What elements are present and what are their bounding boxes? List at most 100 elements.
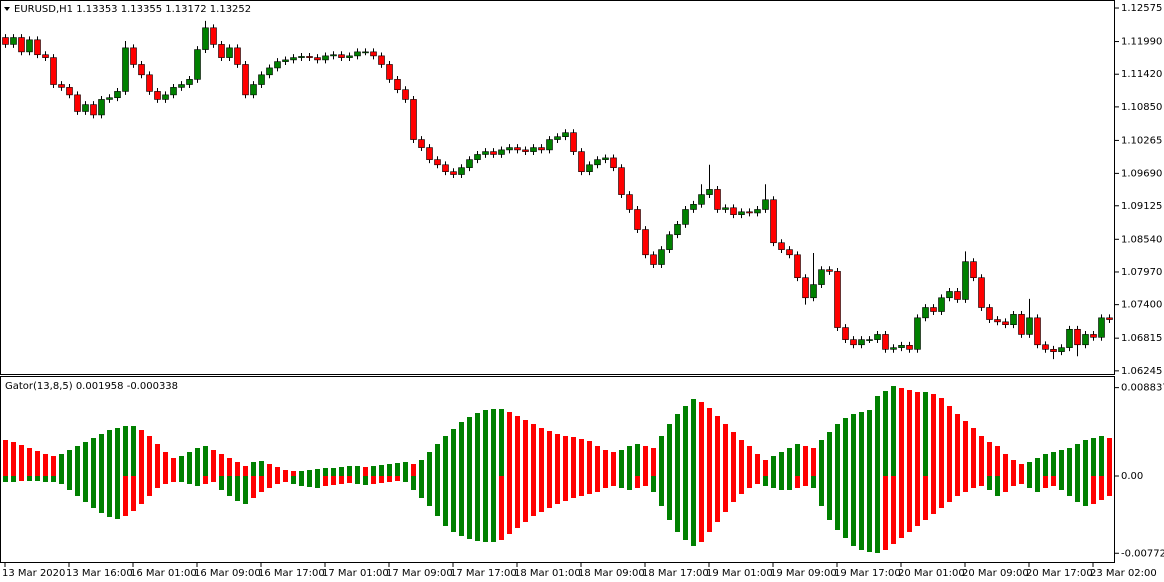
candle-body (1090, 334, 1097, 338)
candle-body (922, 307, 929, 319)
gator-bar (3, 476, 8, 482)
x-tick-label: 17 Mar 09:00 (386, 568, 453, 579)
gator-bar (547, 476, 552, 508)
x-tick-label: 18 Mar 09:00 (578, 568, 645, 579)
gator-bar (627, 446, 632, 476)
gator-bar (475, 476, 480, 541)
gator-bar (387, 464, 392, 476)
gator-bar (803, 446, 808, 476)
gator-bar (203, 446, 208, 476)
gator-bar (411, 476, 416, 490)
gator-bar (91, 476, 96, 508)
candle-body (98, 99, 105, 116)
candle-body (1010, 314, 1017, 326)
gator-bar (851, 414, 856, 476)
candle-body (946, 291, 953, 299)
gator-bar (1059, 450, 1064, 476)
gator-bar (691, 399, 696, 476)
candle-body (498, 149, 505, 155)
candle-body (458, 167, 465, 175)
gator-bar (115, 476, 120, 519)
gator-bar (987, 442, 992, 476)
candle-body (130, 47, 137, 65)
gator-bar (555, 434, 560, 476)
candle-body (354, 51, 361, 57)
candle-body (962, 261, 969, 300)
candle-body (898, 345, 905, 348)
gator-bar (771, 456, 776, 476)
gator-bar (115, 428, 120, 476)
gator-bar (251, 462, 256, 476)
candle-body (554, 136, 561, 140)
candle-body (194, 49, 201, 80)
gator-bar (1091, 438, 1096, 476)
gator-bar (83, 442, 88, 476)
gator-bar (75, 446, 80, 476)
gator-bar (243, 466, 248, 476)
candle-body (658, 249, 665, 265)
candle-body (690, 204, 697, 210)
gator-bar (707, 408, 712, 476)
x-tick-label: 23 Mar 02:00 (1090, 568, 1157, 579)
chart-title: EURUSD,H1 1.13353 1.13355 1.13172 1.1325… (14, 4, 251, 15)
gator-bar (755, 454, 760, 476)
gator-bar (955, 414, 960, 476)
gator-bar (643, 476, 648, 486)
candle-body (682, 209, 689, 225)
gator-bar (627, 476, 632, 490)
gator-bar (459, 476, 464, 536)
x-tick-label: 18 Mar 01:00 (514, 568, 581, 579)
gator-bar (843, 476, 848, 538)
gator-bar (203, 476, 208, 484)
candle-body (450, 171, 457, 175)
candle-body (106, 97, 113, 100)
gator-bar (939, 398, 944, 476)
gator-bar (771, 476, 776, 488)
candle-body (610, 157, 617, 168)
candle-body (178, 84, 185, 88)
candle-body (1018, 314, 1025, 335)
gator-bar (339, 467, 344, 476)
gator-bar (971, 476, 976, 488)
gator-bar (195, 476, 200, 486)
gator-bar (331, 476, 336, 485)
gator-bar (579, 476, 584, 496)
candle-body (434, 159, 441, 166)
gator-bar (787, 448, 792, 476)
candle-body (378, 55, 385, 65)
gator-bar (75, 476, 80, 496)
gator-bar (643, 446, 648, 476)
gator-bar (971, 428, 976, 476)
candle-body (386, 64, 393, 80)
candle-body (626, 194, 633, 210)
gator-bar (923, 476, 928, 520)
gator-bar (619, 476, 624, 488)
gator-bar (483, 410, 488, 476)
gator-bar (451, 476, 456, 532)
gator-bar (379, 476, 384, 483)
candle-body (714, 189, 721, 210)
gator-bar (1107, 438, 1112, 476)
candle-body (570, 132, 577, 152)
gator-bar (915, 476, 920, 526)
gator-bar (27, 476, 32, 481)
candle-body (978, 277, 985, 308)
gator-bar (27, 448, 32, 476)
y-tick-label: 0.008837 (1121, 383, 1164, 394)
gator-bar (587, 441, 592, 476)
gator-bar (179, 456, 184, 476)
gator-bar (899, 388, 904, 476)
gator-bar (1011, 476, 1016, 486)
candle-body (146, 74, 153, 92)
gator-bar (331, 468, 336, 476)
gator-bar (91, 438, 96, 476)
gator-bar (1099, 476, 1104, 500)
gator-bar (403, 476, 408, 482)
candle-body (42, 54, 49, 58)
main-frame (0, 0, 1115, 375)
gator-bar (563, 436, 568, 476)
gator-bar (699, 402, 704, 476)
candle-body (794, 254, 801, 279)
gator-bar (651, 476, 656, 492)
gator-bar (923, 392, 928, 476)
